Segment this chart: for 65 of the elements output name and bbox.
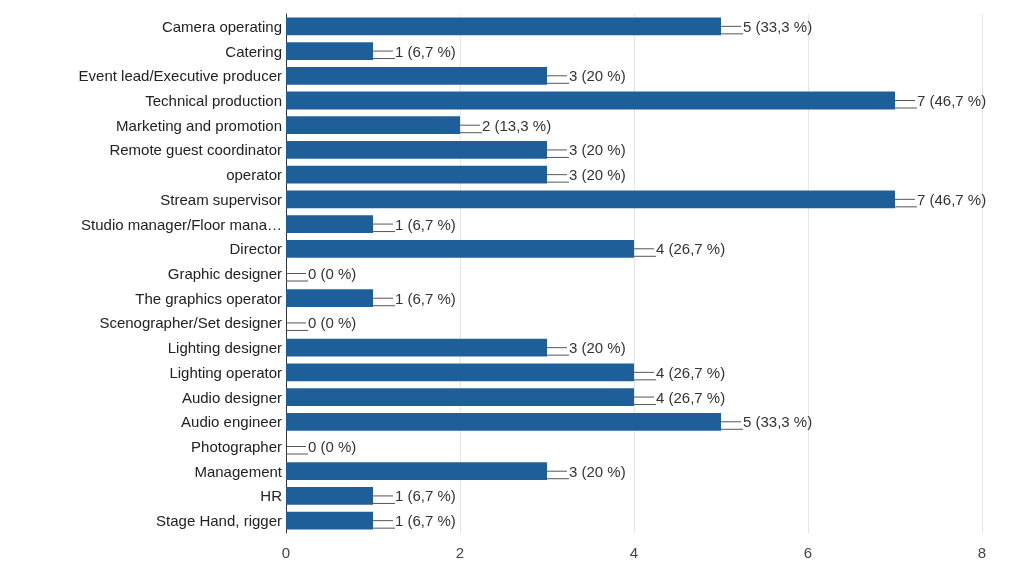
y-tick-label: Event lead/Executive producer (78, 67, 282, 85)
data-label: 0 (0 %) (308, 438, 357, 455)
bar (286, 412, 721, 431)
y-tick-label: Scenographer/Set designer (99, 314, 282, 332)
y-tick-label: Audio designer (181, 388, 282, 406)
y-tick-label: Audio engineer (181, 413, 282, 431)
data-label: 7 (46,7 %) (917, 92, 987, 109)
bar (286, 42, 373, 60)
bar (286, 239, 634, 258)
bar (286, 190, 895, 209)
x-tick-label: 2 (455, 544, 465, 561)
data-label: 1 (6,7 %) (395, 512, 456, 530)
bar (286, 289, 373, 308)
bar (286, 487, 373, 505)
y-tick-label: Management (194, 462, 283, 480)
data-label: 0 (0 %) (308, 314, 357, 332)
data-label: 4 (26,7 %) (656, 388, 726, 406)
y-tick-label: Lighting operator (169, 363, 282, 381)
x-tick-label: 8 (977, 544, 987, 561)
bar (286, 363, 634, 382)
data-label: 0 (0 %) (308, 265, 357, 282)
y-tick-label: HR (260, 487, 283, 505)
y-tick-label: operator (226, 166, 282, 184)
data-label: 3 (20 %) (569, 67, 626, 85)
x-tick-label: 6 (803, 544, 813, 561)
bar (286, 116, 460, 135)
data-label: 1 (6,7 %) (395, 289, 456, 307)
y-tick-label: The graphics operator (135, 289, 282, 307)
x-tick-label: 0 (281, 544, 291, 561)
bar (286, 338, 547, 357)
data-label: 3 (20 %) (569, 166, 626, 184)
bar (286, 215, 373, 233)
y-tick-label: Photographer (191, 438, 282, 455)
data-label: 7 (46,7 %) (917, 190, 987, 208)
data-label: 3 (20 %) (569, 462, 626, 480)
y-tick-label: Stage Hand, rigger (156, 512, 282, 530)
y-tick-label: Remote guest coordinator (109, 141, 282, 159)
bar (286, 511, 373, 530)
bar (286, 388, 634, 406)
data-label: 2 (13,3 %) (482, 116, 552, 134)
bar (286, 141, 547, 159)
y-tick-label: Lighting designer (167, 339, 282, 357)
bar (286, 66, 547, 85)
data-label: 1 (6,7 %) (395, 487, 456, 505)
data-label: 1 (6,7 %) (395, 42, 456, 60)
data-label: 1 (6,7 %) (395, 215, 456, 233)
data-label: 3 (20 %) (569, 141, 626, 159)
data-label: 4 (26,7 %) (656, 363, 726, 381)
y-tick-label: Catering (225, 42, 282, 60)
y-tick-label: Marketing and promotion (116, 116, 282, 134)
y-tick-label: Camera operating (161, 17, 282, 35)
bar (286, 165, 547, 184)
data-label: 5 (33,3 %) (743, 413, 813, 431)
data-label: 5 (33,3 %) (743, 17, 813, 35)
y-tick-label: Stream supervisor (160, 190, 282, 208)
y-tick-label: Graphic designer (167, 265, 282, 282)
bar (286, 17, 721, 36)
y-tick-label: Studio manager/Floor mana… (81, 215, 282, 233)
data-label: 4 (26,7 %) (656, 240, 726, 258)
x-tick-label: 4 (629, 544, 639, 561)
bar (286, 91, 895, 110)
data-label: 3 (20 %) (569, 339, 626, 357)
y-tick-label: Technical production (145, 92, 282, 109)
y-tick-label: Director (229, 240, 282, 258)
bar (286, 462, 547, 481)
